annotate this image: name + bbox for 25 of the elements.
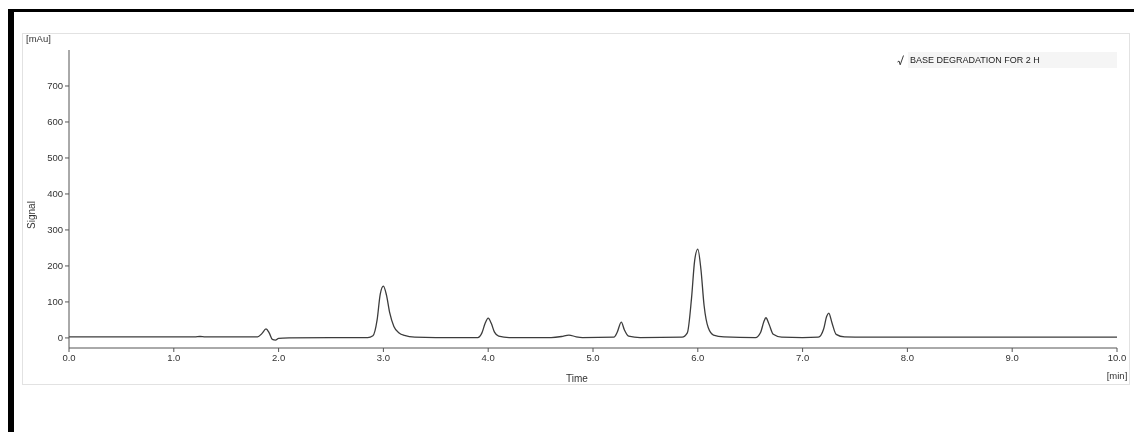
y-tick-label: 200 [47, 260, 63, 272]
y-tick-label: 100 [47, 296, 63, 308]
x-tick-label: 10.0 [1107, 351, 1127, 363]
x-tick-label: 1.0 [167, 351, 181, 363]
x-tick-label: 3.0 [376, 351, 391, 363]
x-tick-label: 6.0 [691, 351, 705, 363]
y-axis-title: Signal [25, 201, 37, 229]
x-tick-label: 4.0 [481, 351, 495, 363]
x-tick-label: 0.0 [62, 351, 76, 363]
y-tick-label: 300 [47, 224, 63, 236]
y-tick-label: 600 [47, 116, 63, 128]
text: [min] [1105, 370, 1129, 381]
x-tick-label: 9.0 [1005, 351, 1019, 363]
y-tick-label: 0 [57, 332, 63, 344]
x-tick-label: 5.0 [586, 351, 600, 363]
legend-label: BASE DEGRADATION FOR 2 H [910, 54, 1040, 67]
x-tick-label: 7.0 [795, 351, 810, 363]
text: [mAu] [26, 33, 51, 44]
x-tick-label: 8.0 [900, 351, 915, 363]
line-series [69, 248, 1117, 341]
y-tick-label: 500 [47, 152, 63, 164]
x-tick-label: 2.0 [271, 351, 286, 363]
y-tick-label: 400 [47, 188, 63, 200]
y-tick-label: 700 [47, 80, 63, 92]
x-axis-title: Time [566, 372, 588, 384]
